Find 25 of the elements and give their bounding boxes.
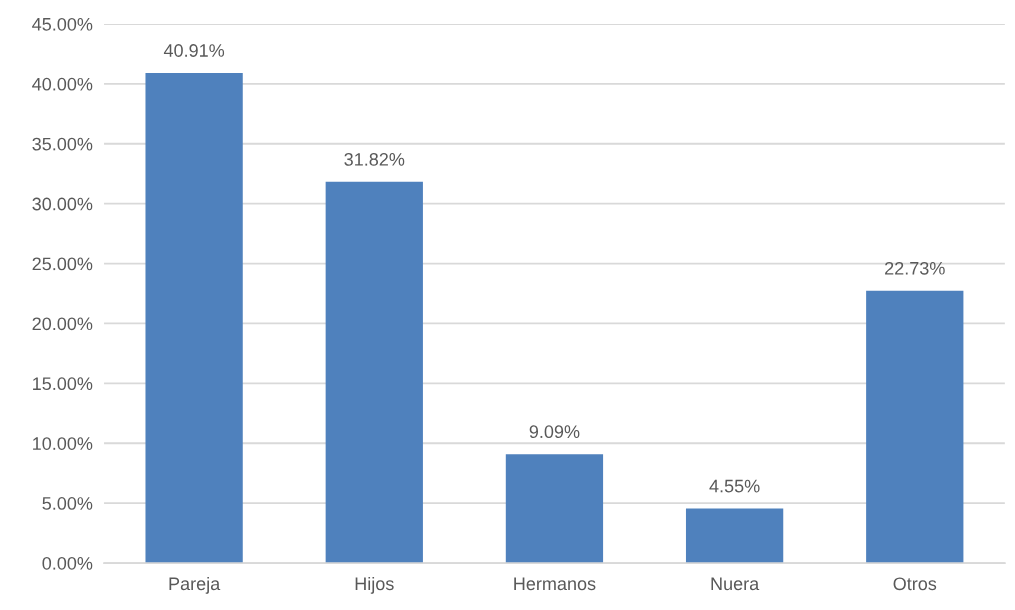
x-tick-label: Pareja (169, 576, 221, 594)
bar (505, 454, 604, 564)
x-tick-label: Hijos (355, 576, 394, 594)
y-tick-label: 20.00% (32, 317, 93, 331)
x-tick-label: Otros (893, 577, 937, 591)
data-label: 31.82% (344, 153, 405, 166)
x-tick-label: Nuera (711, 577, 760, 591)
data-label: 4.55% (709, 479, 760, 493)
data-label: 40.91% (163, 44, 225, 57)
data-label: 9.09% (529, 425, 580, 439)
y-tick-label: 10.00% (33, 437, 93, 450)
bar (685, 508, 784, 564)
y-tick-label: 25.00% (32, 257, 93, 271)
bar (145, 72, 243, 564)
y-tick-label: 30.00% (32, 197, 93, 211)
data-label: 22.73% (885, 261, 945, 275)
y-tick-label: 40.00% (32, 77, 93, 91)
y-tick-label: 0.00% (42, 556, 93, 570)
y-tick-label: 15.00% (33, 377, 93, 391)
bar (325, 181, 423, 564)
y-tick-label: 35.00% (32, 137, 93, 151)
y-tick-label: 5.00% (42, 497, 93, 510)
x-tick-label: Hermanos (514, 577, 596, 591)
bar (866, 290, 964, 564)
y-tick-label: 45.00% (32, 17, 93, 31)
